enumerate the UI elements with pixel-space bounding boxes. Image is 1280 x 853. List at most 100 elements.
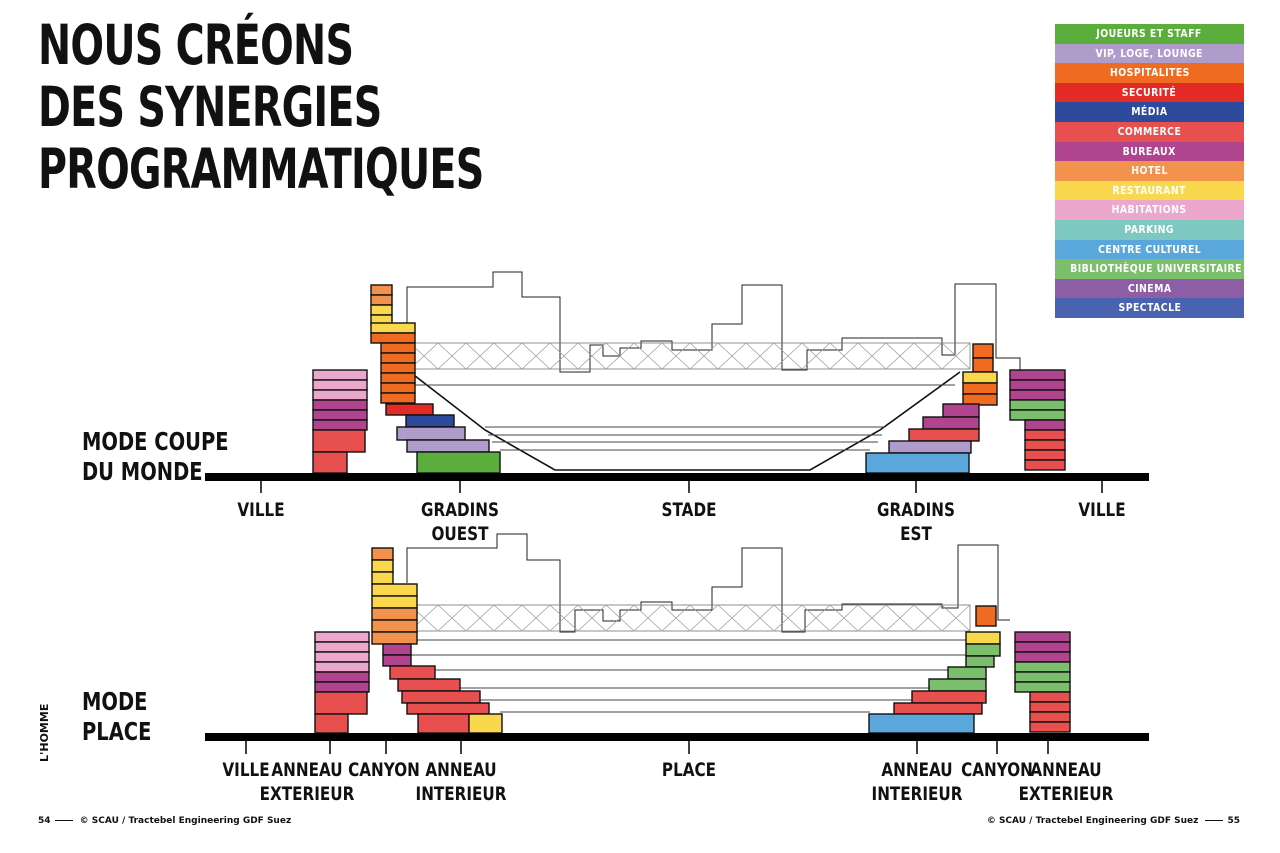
truss-bracing [913,342,971,370]
legend: JOUEURS ET STAFF VIP, LOGE, LOUNGE HOSPITA… [1055,24,1244,318]
east-stand-block [908,428,980,442]
east-city-block [1029,691,1071,703]
west-tower-block [380,352,416,364]
title-line: PROGRAMMATIQUES [38,137,484,201]
west-city-block [312,419,368,431]
zone-label-line: EST [900,523,932,545]
east-stand-block [893,702,983,715]
west-city-block [314,691,368,715]
truss-frame [409,342,971,370]
east-city-block [1024,459,1066,471]
east-tower-block [962,382,998,395]
mode-line: PLACE [82,717,152,746]
west-stand-block [401,690,481,704]
footer-rule [54,820,73,821]
west-city-block [312,399,368,411]
mode-label-coupe: MODE COUPE DU MONDE [82,427,229,487]
truss-bracing [633,604,691,632]
truss-bracing [857,604,915,632]
ground-line [205,473,1149,481]
title-line: DES SYNERGIES [38,75,382,139]
truss-bracing [465,342,523,370]
ground-line [205,733,1149,741]
west-stand-block [406,702,490,715]
east-stand-block [865,452,970,474]
west-stand-block [416,451,501,474]
west-tower-block [371,571,394,585]
west-tower-block [371,559,394,573]
truss-bracing [577,604,635,632]
truss-bracing [409,342,467,370]
west-city-block [314,641,370,653]
roof-outline [406,533,1010,633]
zone-label-line: ANNEAU [271,759,343,781]
truss-bracing [745,342,803,370]
west-tower-block [370,294,393,306]
east-city-block [1014,651,1071,663]
east-city-block [1009,389,1066,401]
legend-label: SPECTACLE [1118,301,1181,315]
west-city-block [314,661,370,673]
east-city-block [1009,379,1066,391]
legend-item: SPECTACLE [1055,298,1244,318]
legend-item: VIP, LOGE, LOUNGE [1055,43,1244,64]
truss-bracing [409,604,467,632]
east-city-block [1024,449,1066,461]
truss-bracing [465,342,523,370]
truss-bracing [857,342,915,370]
truss-bracing [745,604,803,632]
truss-bracing [913,604,971,632]
mode-label-place: MODE PLACE [82,687,151,747]
west-city-block [314,681,370,693]
west-tower-block [382,643,412,656]
mode-line: MODE COUPE [82,427,229,456]
west-stand-block [389,665,436,680]
zone-label: VILLE [217,758,276,782]
zone-label-line: INTERIEUR [415,783,507,805]
truss-bracing [577,342,635,370]
zone-label: ANNEAU INTERIEUR [860,758,974,806]
legend-label: RESTAURANT [1112,183,1187,197]
legend-item: HOSPITALITES [1055,63,1244,83]
legend-label: PARKING [1124,222,1175,236]
legend-item: RESTAURANT [1055,180,1244,201]
east-stand-block [868,713,975,734]
zone-label-line: OUEST [431,523,489,545]
west-stand-block [468,713,503,734]
east-tower-block [962,371,998,384]
truss-bracing [745,342,803,370]
truss-bracing [801,604,859,632]
east-stand-block [911,690,987,704]
west-city-block [314,713,349,734]
legend-item: JOUEURS ET STAFF [1055,24,1244,44]
truss-bracing [801,342,859,370]
truss-bracing [521,604,579,632]
east-city-block [1014,641,1071,653]
zone-label-line: STADE [661,499,717,521]
legend-label: JOUEURS ET STAFF [1096,27,1203,40]
west-tower-block [370,284,393,296]
legend-label: BUREAUX [1122,144,1177,158]
footer-right: © SCAU / Tractebel Engineering GDF Suez … [987,816,1240,826]
zone-label-line: ANNEAU [1030,759,1102,781]
legend-label: CENTRE CULTUREL [1097,242,1202,256]
zone-label: ANNEAU EXTERIEUR [1007,758,1125,806]
zone-label: ANNEAU INTERIEUR [404,758,518,806]
east-city-block [1014,631,1071,643]
east-tower-block [965,655,995,668]
legend-label: MÉDIA [1131,105,1168,119]
truss-bracing [409,342,467,370]
east-tower-block [962,393,998,406]
truss-bracing [689,604,747,632]
west-tower-block [405,414,455,428]
west-tower-block [380,362,416,374]
west-tower-block [370,304,393,316]
west-tower-block [371,631,418,645]
west-city-block [312,409,368,421]
zone-label: STADE [655,498,724,522]
legend-item: BUREAUX [1055,141,1244,162]
east-city-block [1014,671,1071,683]
legend-item: CENTRE CULTUREL [1055,239,1244,260]
west-tower-block [370,332,416,344]
west-tower-block [370,322,416,334]
